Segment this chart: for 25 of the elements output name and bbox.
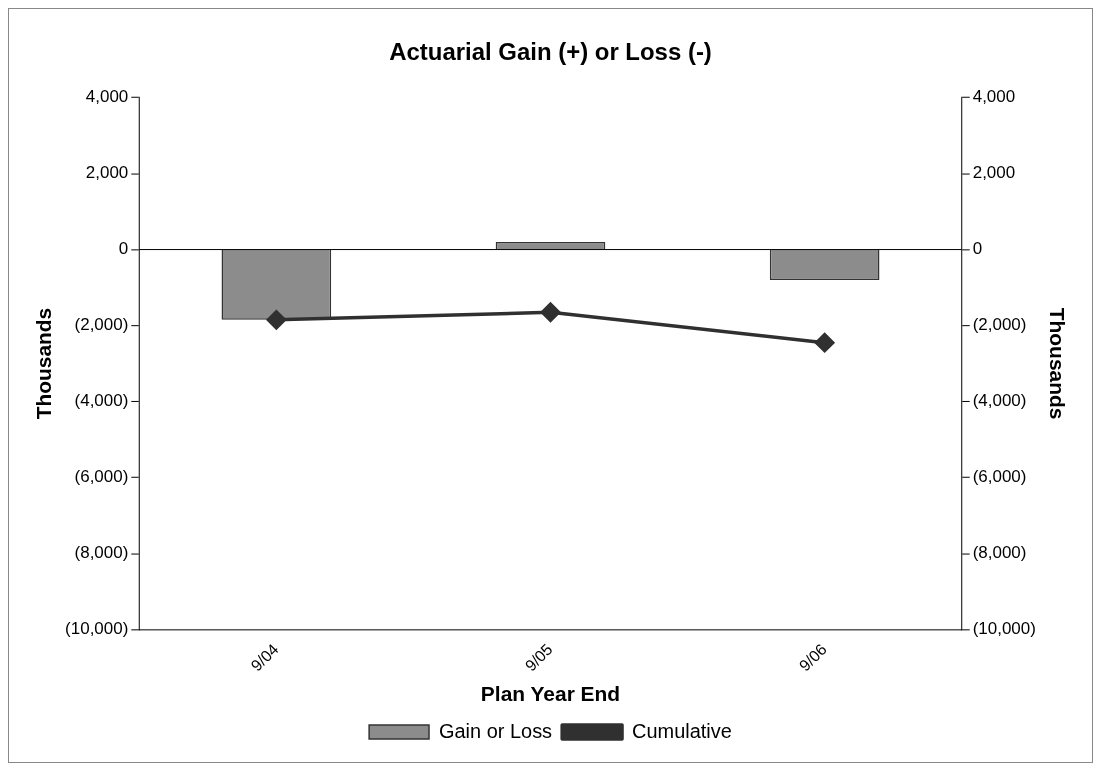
y2-tick-label: 2,000 <box>972 163 1016 183</box>
y2-tick-label: (4,000) <box>972 391 1027 411</box>
y2-tick-label: 0 <box>972 239 983 259</box>
y2-tick-label: 4,000 <box>972 87 1016 107</box>
y-tick-label: (6,000) <box>74 467 129 487</box>
x-tick-label: 9/04 <box>247 640 282 675</box>
chart-title: Actuarial Gain (+) or Loss (-) <box>389 37 712 65</box>
y-tick-label: 4,000 <box>85 87 129 107</box>
y2-tick-label: (8,000) <box>972 543 1027 563</box>
y-tick-label: 2,000 <box>85 163 129 183</box>
y-tick-label: 0 <box>118 239 129 259</box>
x-tick-label: 9/06 <box>795 640 830 675</box>
y2-tick-label: (6,000) <box>972 467 1027 487</box>
x-axis-title: Plan Year End <box>480 682 621 706</box>
y2-axis-title: Thousands <box>1045 307 1069 420</box>
legend-label: Cumulative <box>632 719 732 742</box>
y2-tick-label: (10,000) <box>972 619 1036 639</box>
y2-tick-label: (2,000) <box>972 315 1027 335</box>
y-tick-label: (4,000) <box>74 391 129 411</box>
legend-label: Gain or Loss <box>438 719 553 742</box>
y-tick-label: (2,000) <box>74 315 129 335</box>
y-tick-label: (8,000) <box>74 543 129 563</box>
y-tick-label: (10,000) <box>65 619 129 639</box>
x-tick-label: 9/05 <box>521 640 556 675</box>
y-axis-title: Thousands <box>32 307 56 420</box>
